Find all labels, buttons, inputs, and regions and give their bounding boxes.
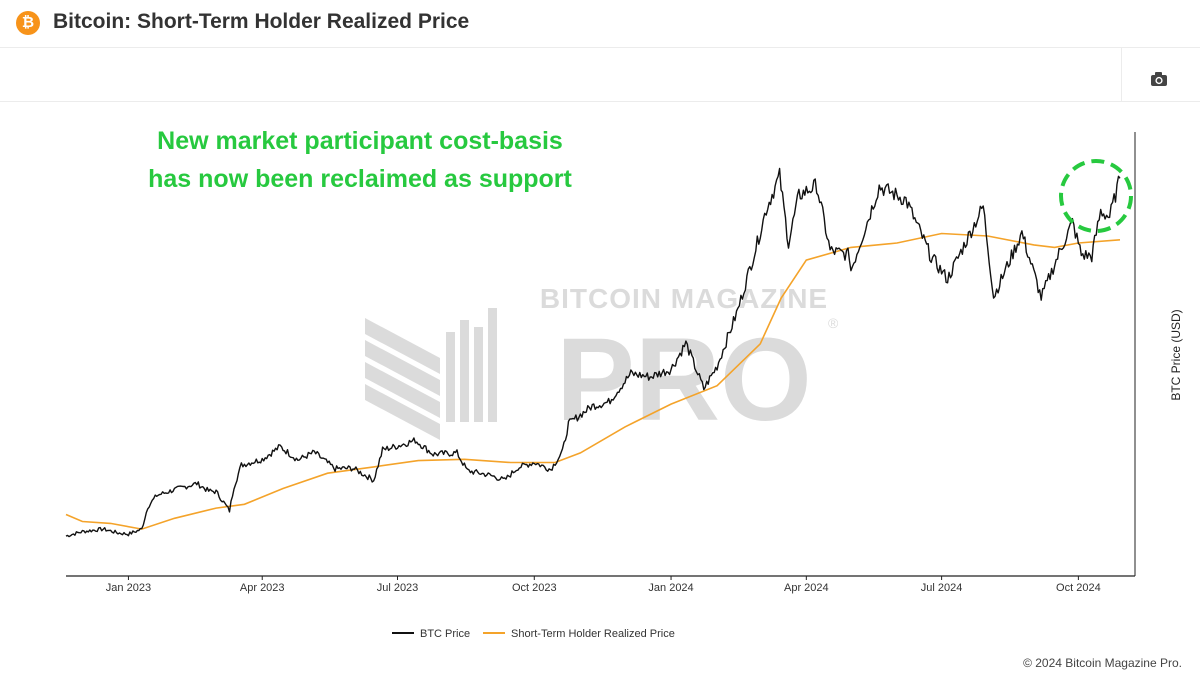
page-title: Bitcoin: Short-Term Holder Realized Pric… [53,10,470,33]
toolbar-divider [1121,48,1122,102]
bitcoin-logo-icon: ₿ [16,11,40,35]
y-axis-label: BTC Price (USD) [1169,309,1183,400]
annotation-line-1: New market participant cost-basis [157,127,563,155]
watermark-top-text: BITCOIN MAGAZINE [540,283,828,314]
screenshot-button[interactable] [1150,70,1172,90]
copyright-text: © 2024 Bitcoin Magazine Pro. [1023,656,1182,670]
x-tick-label: Apr 2023 [240,582,285,594]
header-bar: ₿ Bitcoin: Short-Term Holder Realized Pr… [0,0,1200,48]
x-tick-label: Oct 2023 [512,582,557,594]
legend-label-btc-price: BTC Price [420,628,470,640]
chart-legend: BTC Price Short-Term Holder Realized Pri… [392,628,675,640]
camera-icon [1151,72,1167,86]
chart-area: BITCOIN MAGAZINE PRO ® Jan 2023 Apr 2023 J… [65,127,1183,640]
chart-toolbar [0,48,1200,102]
x-tick-label: Jan 2024 [648,582,693,594]
x-tick-label: Jul 2024 [921,582,963,594]
x-axis-ticks: Jan 2023 Apr 2023 Jul 2023 Oct 2023 Jan 2024… [106,576,1101,594]
legend-label-short-term-holder-realized-price: Short-Term Holder Realized Price [511,628,675,640]
series-line-short-term-holder-realized-price [65,232,1121,530]
series-line-btc-price [65,167,1121,538]
x-tick-label: Jan 2023 [106,582,151,594]
watermark-main-text: PRO [556,314,812,446]
watermark-registered-mark: ® [828,315,839,331]
x-tick-label: Oct 2024 [1056,582,1101,594]
x-tick-label: Apr 2024 [784,582,829,594]
annotation-line-2: has now been reclaimed as support [148,165,572,193]
watermark-logo-icon [365,308,497,440]
watermark: BITCOIN MAGAZINE PRO ® [365,283,839,446]
x-tick-label: Jul 2023 [377,582,419,594]
highlight-circle [1059,159,1133,233]
